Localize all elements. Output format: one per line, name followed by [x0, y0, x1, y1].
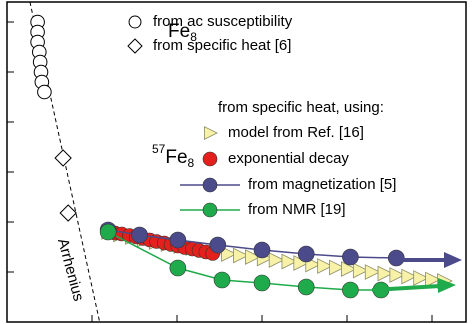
- legend-heading: from specific heat, using:: [218, 99, 384, 116]
- legend-label: model from Ref. [16]: [228, 124, 364, 141]
- marker: [253, 241, 271, 259]
- legend-marker: [127, 38, 143, 54]
- marker: [329, 259, 345, 276]
- trend-arrow-head: [444, 252, 462, 268]
- marker: [389, 267, 406, 283]
- legend-label: from magnetization [5]: [248, 176, 396, 193]
- plot-frame: [6, 1, 467, 323]
- marker: [268, 252, 285, 268]
- legend-label: from NMR [19]: [248, 201, 346, 218]
- marker: [281, 253, 298, 270]
- marker: [341, 261, 357, 277]
- marker: [131, 226, 148, 244]
- marker: [352, 262, 369, 279]
- marker: [401, 268, 418, 285]
- trend-arrow: [371, 284, 441, 292]
- marker: [364, 264, 381, 280]
- marker: [213, 271, 231, 289]
- series: [54, 149, 77, 222]
- marker: [253, 274, 271, 292]
- marker: [169, 259, 187, 277]
- marker: [54, 149, 72, 167]
- legend-marker: [202, 177, 218, 193]
- group-label: Fe8: [168, 21, 197, 44]
- legend-marker: [202, 202, 218, 218]
- label: Fe: [168, 21, 190, 42]
- series: [30, 14, 52, 100]
- marker: [342, 248, 359, 266]
- subscript: 8: [188, 156, 195, 170]
- marker: [342, 281, 359, 299]
- trend-arrow-head: [438, 278, 456, 293]
- marker: [99, 223, 117, 241]
- marker: [59, 204, 77, 222]
- marker: [297, 245, 315, 263]
- legend-label: exponential decay: [228, 150, 349, 167]
- marker: [37, 84, 52, 100]
- marker: [169, 231, 187, 249]
- marker: [377, 265, 394, 282]
- group-label: 57Fe8: [152, 142, 195, 170]
- legend-label: from specific heat [6]: [153, 37, 291, 54]
- marker: [209, 236, 227, 254]
- subscript: 8: [190, 30, 197, 44]
- marker: [317, 258, 333, 274]
- series: [99, 223, 390, 299]
- marker: [221, 246, 237, 262]
- line-label: Arrhenius: [54, 237, 87, 303]
- marker: [413, 270, 429, 286]
- legend-marker: [202, 151, 218, 167]
- marker: [244, 249, 261, 265]
- legend-label: from ac susceptibility: [153, 13, 293, 30]
- superscript: 57: [152, 142, 166, 156]
- label: Fe: [165, 147, 187, 168]
- marker: [297, 278, 315, 296]
- legend-marker: [128, 15, 142, 29]
- marker: [425, 271, 441, 288]
- legend-marker: [203, 126, 218, 140]
- marker: [233, 247, 249, 264]
